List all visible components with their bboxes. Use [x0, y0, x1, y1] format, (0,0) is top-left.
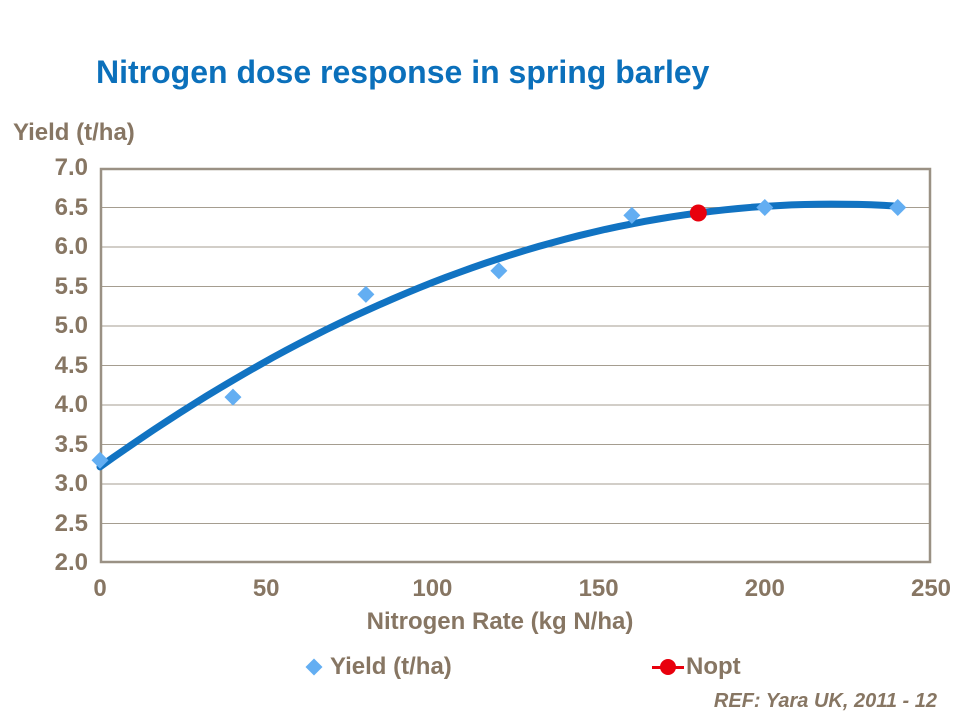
y-tick-label: 6.5: [54, 193, 88, 221]
y-tick-label: 3.0: [54, 470, 88, 497]
yield-data-point: [623, 206, 641, 224]
x-tick-label: 250: [910, 575, 952, 602]
y-tick-label: 3.5: [54, 430, 88, 458]
yield-data-point: [357, 285, 375, 303]
y-tick-label: 2.0: [54, 549, 88, 576]
chart-svg: [91, 167, 932, 564]
legend-yield-label: Yield (t/ha): [330, 653, 452, 680]
plot-frame: [99, 167, 932, 564]
nopt-dot-icon: [660, 659, 676, 675]
x-tick-label: 150: [578, 575, 619, 602]
x-tick-label: 100: [412, 575, 453, 602]
yield-data-point: [224, 388, 242, 406]
nopt-legend-marker-icon: [652, 658, 684, 676]
yield-data-point: [91, 451, 109, 469]
legend-item-yield: Yield (t/ha): [305, 652, 452, 682]
legend-nopt-label: Nopt: [686, 653, 741, 680]
plot-area: [91, 167, 932, 564]
yield-data-point: [756, 199, 774, 216]
y-tick-label: 2.5: [54, 509, 88, 537]
legend-item-nopt: Nopt: [652, 652, 741, 682]
yield-diamond-icon: [305, 658, 323, 676]
y-tick-label: 4.5: [54, 351, 88, 379]
chart-title: Nitrogen dose response in spring barley: [96, 54, 710, 90]
x-tick-label: 0: [93, 575, 107, 602]
y-tick-label: 5.5: [54, 272, 88, 300]
trend-curve: [96, 200, 902, 471]
x-axis-title: Nitrogen Rate (kg N/ha): [366, 608, 634, 635]
yield-data-point: [889, 199, 907, 216]
y-axis-title: Yield (t/ha): [13, 119, 135, 146]
y-tick-label: 6.0: [54, 233, 88, 260]
y-tick-label: 4.0: [54, 391, 88, 418]
x-tick-label: 200: [744, 575, 785, 602]
y-tick-label: 7.0: [54, 154, 88, 181]
nopt-data-point: [689, 204, 707, 222]
x-tick-label: 50: [252, 575, 280, 602]
y-tick-label: 5.0: [54, 312, 88, 339]
yield-data-point: [490, 262, 508, 280]
ref-citation: REF: Yara UK, 2011 - 12: [713, 690, 937, 712]
